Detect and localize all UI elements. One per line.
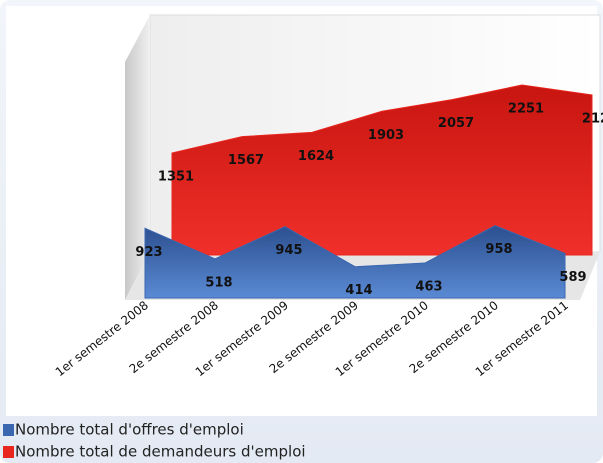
data-label: 2120 [582, 111, 603, 126]
data-label: 958 [485, 242, 512, 257]
area [171, 84, 593, 256]
data-label: 2057 [438, 116, 474, 131]
data-label: 518 [205, 275, 232, 290]
data-label: 589 [559, 270, 586, 285]
data-label: 2251 [508, 102, 544, 117]
data-label: 945 [275, 243, 302, 258]
data-label: 1903 [368, 128, 404, 143]
legend-label: Nombre total de demandeurs d'emploi [15, 443, 306, 461]
data-label: 923 [135, 245, 162, 260]
side-wall [125, 15, 150, 300]
data-label: 1624 [298, 149, 334, 164]
legend-swatch [3, 446, 14, 458]
data-label: 414 [345, 283, 372, 298]
data-label: 1351 [158, 169, 194, 184]
data-label: 463 [415, 280, 442, 295]
area [144, 225, 566, 299]
legend-swatch [3, 424, 14, 436]
data-label: 1567 [228, 153, 264, 168]
legend-label: Nombre total d'offres d'emploi [15, 421, 244, 439]
